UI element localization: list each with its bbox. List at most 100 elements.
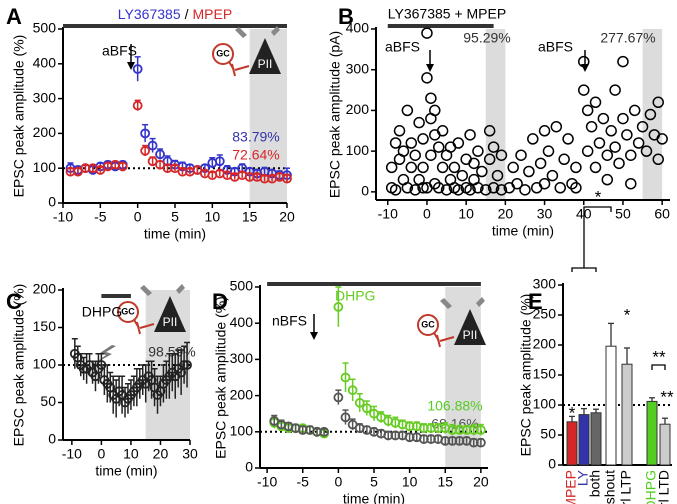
data-point xyxy=(464,184,476,196)
data-point xyxy=(507,161,519,174)
data-point xyxy=(413,116,425,129)
x-tick-label: 10 xyxy=(205,209,221,225)
x-tick-label: both xyxy=(587,470,603,497)
data-point xyxy=(562,133,574,145)
x-tick-label: 10 xyxy=(458,206,474,222)
x-tick-label: 0 xyxy=(423,206,431,222)
data-point xyxy=(182,360,192,370)
data-point xyxy=(554,182,566,194)
data-point xyxy=(656,133,668,145)
data-point xyxy=(385,161,398,174)
y-tick-label: 400 xyxy=(346,20,370,36)
y-tick-label: 300 xyxy=(533,276,557,292)
diagram-label: PII xyxy=(163,315,178,329)
data-point xyxy=(593,137,606,149)
x-tick-label: -10 xyxy=(62,446,82,462)
data-point xyxy=(585,120,598,133)
data-point xyxy=(472,182,484,194)
x-tick-label: LY xyxy=(575,469,591,486)
data-point xyxy=(340,372,351,383)
significance-label: * xyxy=(624,305,631,324)
data-point xyxy=(534,157,547,170)
annotation: 72.64% xyxy=(232,147,279,163)
electrode xyxy=(140,285,152,296)
diagram-label: PII xyxy=(258,57,273,71)
y-tick-label: 50 xyxy=(40,393,56,409)
data-point xyxy=(417,182,429,194)
data-point xyxy=(140,128,151,139)
x-tick-label: ctrl LTD xyxy=(656,470,672,504)
x-tick-label: -5 xyxy=(297,474,310,490)
y-axis-label: EPSC peak amplitude (%) xyxy=(213,296,229,459)
data-point xyxy=(147,156,158,167)
x-tick-label: 0 xyxy=(334,474,342,490)
data-point xyxy=(425,149,437,161)
electrode xyxy=(440,298,452,309)
data-point xyxy=(523,165,535,178)
y-tick-label: 100 xyxy=(346,142,370,158)
data-point xyxy=(519,184,531,196)
bar xyxy=(646,400,658,466)
data-point xyxy=(432,182,445,194)
data-point xyxy=(170,163,180,174)
x-axis-label: time (min) xyxy=(492,223,554,239)
data-point xyxy=(214,156,225,167)
y-tick-label: 300 xyxy=(346,60,370,76)
data-point xyxy=(625,177,637,190)
x-tick-label: 10 xyxy=(123,446,139,462)
data-point xyxy=(487,141,500,153)
data-point xyxy=(589,96,602,109)
data-point xyxy=(511,177,523,190)
data-point xyxy=(472,145,484,157)
data-point xyxy=(483,125,496,137)
arrow-head xyxy=(310,332,318,340)
y-tick-label: 200 xyxy=(33,281,57,297)
diagram-label: GC xyxy=(216,48,230,58)
data-point xyxy=(644,108,657,121)
x-tick-label: 30 xyxy=(537,206,553,222)
data-point xyxy=(192,165,203,175)
annotation: aBFS xyxy=(538,39,573,55)
data-point xyxy=(515,149,527,161)
panel-letter: D xyxy=(212,289,228,314)
data-point xyxy=(578,55,590,68)
x-tick-label: 20 xyxy=(498,206,514,222)
data-point xyxy=(597,112,610,125)
data-point xyxy=(432,141,445,153)
data-point xyxy=(436,125,449,137)
x-tick-label: MPEP xyxy=(563,470,579,504)
data-point xyxy=(409,149,421,161)
data-point xyxy=(155,159,165,170)
data-point xyxy=(566,177,578,190)
data-point xyxy=(421,27,433,39)
arrow-head xyxy=(127,62,135,70)
data-point xyxy=(558,153,570,166)
data-point xyxy=(617,112,629,125)
title-separator: / xyxy=(185,6,189,22)
data-point xyxy=(397,145,410,157)
y-tick-label: 200 xyxy=(33,124,57,140)
diagram-label: GC xyxy=(421,319,435,329)
data-point xyxy=(140,145,151,156)
y-axis-label: EPSC peak amplitude (%) xyxy=(11,284,27,447)
chart-title: LY367385/MPEP xyxy=(118,6,232,22)
y-tick-label: 100 xyxy=(230,423,254,439)
x-tick-label: 0 xyxy=(97,446,105,462)
significance-label: ** xyxy=(652,347,666,366)
y-tick-label: 250 xyxy=(533,306,557,322)
y-tick-label: 400 xyxy=(230,314,254,330)
panel-letter: A xyxy=(6,4,22,29)
x-tick-label: -10 xyxy=(257,474,277,490)
data-point xyxy=(405,161,418,174)
y-axis-label: EPSC peak amplitude (%) xyxy=(518,294,534,457)
data-point xyxy=(333,302,344,312)
bar xyxy=(659,423,671,466)
significance-label: * xyxy=(595,187,602,206)
annotation: 277.67% xyxy=(600,30,655,46)
data-point xyxy=(476,165,488,178)
y-tick-label: 0 xyxy=(48,194,56,210)
data-point xyxy=(581,145,594,157)
y-tick-label: 0 xyxy=(245,459,253,475)
data-point xyxy=(542,145,555,157)
annotation: 106.88% xyxy=(427,398,482,414)
